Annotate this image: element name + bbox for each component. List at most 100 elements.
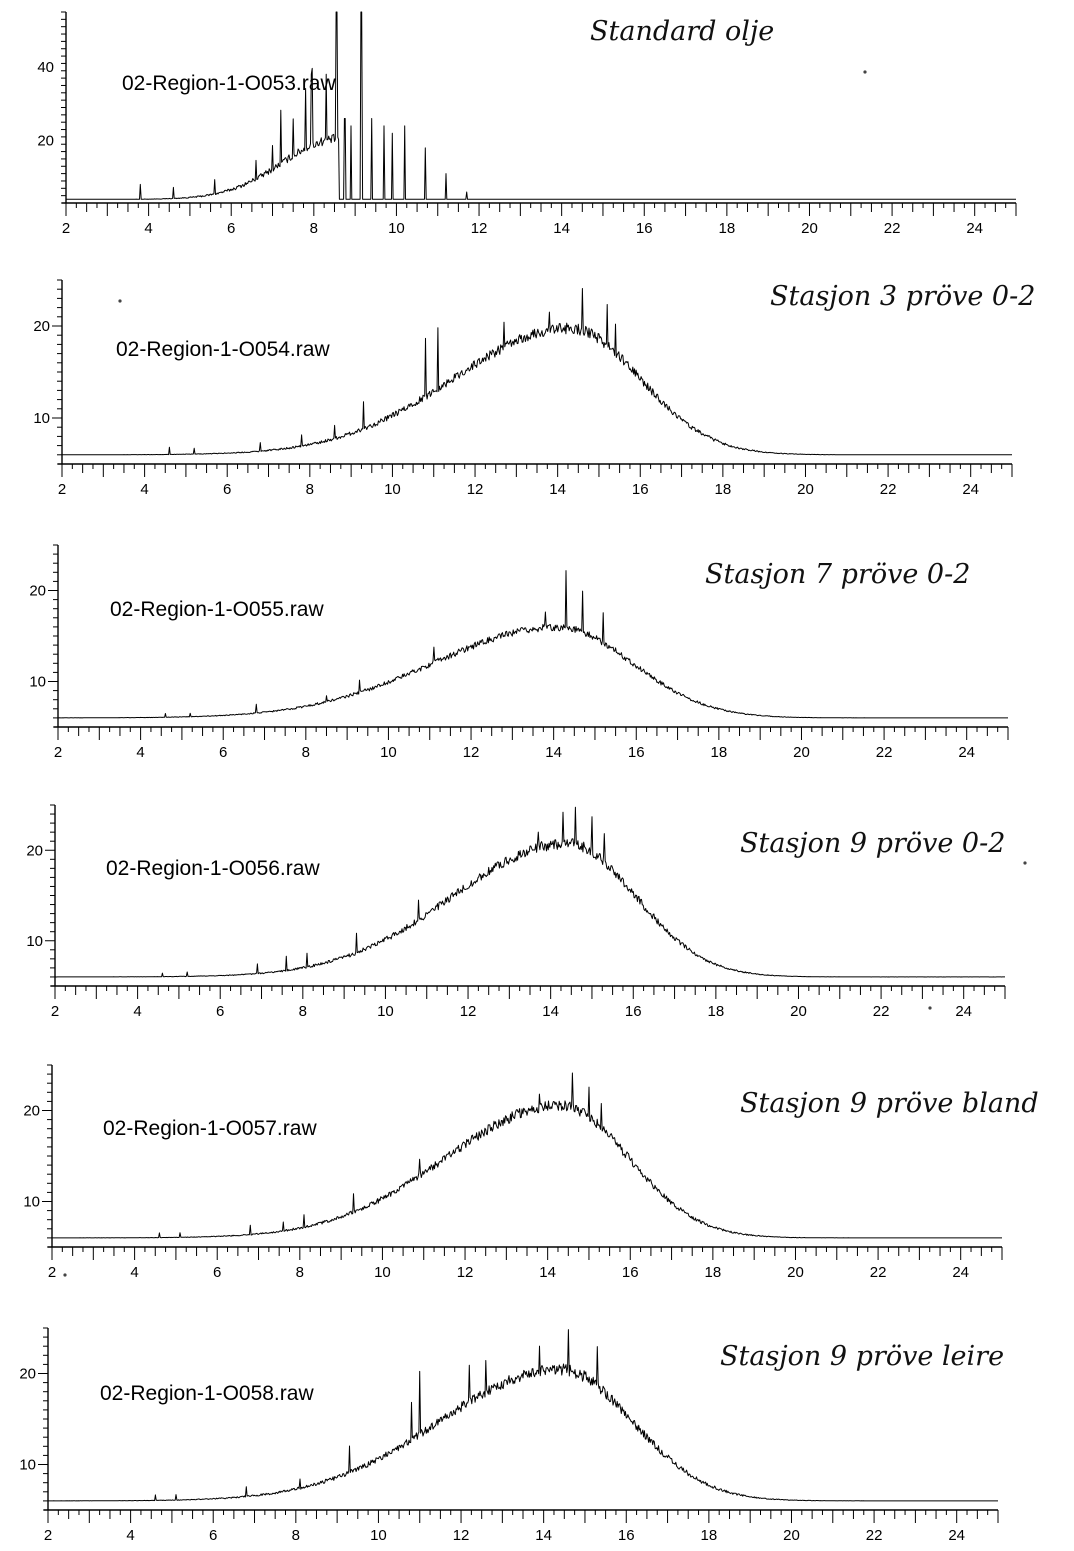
x-tick-label: 20 — [797, 481, 814, 498]
x-tick-label: 4 — [144, 220, 152, 237]
scan-speck — [928, 1006, 932, 1010]
x-tick-label: 18 — [719, 220, 736, 237]
sample-file-label: 02-Region-1-O055.raw — [110, 598, 324, 621]
x-tick-label: 8 — [296, 1264, 304, 1281]
x-tick-label: 16 — [628, 744, 645, 761]
y-tick-label: 20 — [37, 133, 54, 150]
sample-file-label: 02-Region-1-O056.raw — [106, 857, 320, 880]
sample-file-label: 02-Region-1-O054.raw — [116, 338, 330, 361]
x-tick-label: 6 — [223, 481, 231, 498]
x-tick-label: 8 — [310, 220, 318, 237]
x-tick-label: 10 — [370, 1527, 387, 1544]
x-tick-label: 10 — [377, 1003, 394, 1020]
handwritten-note: Stasjon 9 pröve 0-2 — [740, 828, 1005, 859]
x-tick-label: 20 — [790, 1003, 807, 1020]
y-tick-label: 20 — [26, 842, 43, 859]
x-tick-label: 6 — [213, 1264, 221, 1281]
x-tick-label: 22 — [884, 220, 901, 237]
x-tick-label: 22 — [866, 1527, 883, 1544]
handwritten-note: Stasjon 3 pröve 0-2 — [770, 281, 1035, 312]
handwritten-note: Standard olje — [590, 16, 774, 47]
sample-file-label: 02-Region-1-O053.raw — [122, 72, 336, 95]
x-tick-label: 24 — [966, 220, 983, 237]
x-tick-label: 6 — [216, 1003, 224, 1020]
x-tick-label: 8 — [292, 1527, 300, 1544]
y-tick-label: 20 — [19, 1366, 36, 1383]
x-tick-label: 6 — [219, 744, 227, 761]
scan-speck — [118, 299, 122, 303]
x-tick-label: 16 — [632, 481, 649, 498]
sample-file-label: 02-Region-1-O057.raw — [103, 1117, 317, 1140]
x-tick-label: 10 — [380, 744, 397, 761]
x-tick-label: 14 — [553, 220, 570, 237]
x-tick-label: 22 — [873, 1003, 890, 1020]
x-tick-label: 18 — [701, 1527, 718, 1544]
x-tick-label: 20 — [787, 1264, 804, 1281]
chromatogram-trace — [48, 1329, 998, 1502]
chromatogram-trace — [62, 288, 1012, 456]
chromatogram-trace — [66, 11, 1016, 200]
y-tick-label: 10 — [26, 933, 43, 950]
handwritten-note: Stasjon 9 pröve leire — [720, 1341, 1004, 1372]
x-tick-label: 8 — [306, 481, 314, 498]
x-tick-label: 14 — [539, 1264, 556, 1281]
y-tick-label: 10 — [33, 410, 50, 427]
x-tick-label: 24 — [952, 1264, 969, 1281]
y-tick-label: 10 — [19, 1457, 36, 1474]
x-tick-label: 20 — [801, 220, 818, 237]
handwritten-note: Stasjon 7 pröve 0-2 — [705, 559, 970, 590]
y-tick-label: 20 — [33, 318, 50, 335]
x-tick-label: 22 — [876, 744, 893, 761]
x-tick-label: 8 — [299, 1003, 307, 1020]
x-tick-label: 6 — [209, 1527, 217, 1544]
x-tick-label: 4 — [140, 481, 148, 498]
x-tick-label: 2 — [44, 1527, 52, 1544]
x-tick-label: 22 — [870, 1264, 887, 1281]
x-tick-label: 18 — [708, 1003, 725, 1020]
x-tick-label: 12 — [463, 744, 480, 761]
x-tick-label: 18 — [715, 481, 732, 498]
x-tick-label: 22 — [880, 481, 897, 498]
x-tick-label: 18 — [711, 744, 728, 761]
x-tick-label: 4 — [126, 1527, 134, 1544]
x-tick-label: 4 — [133, 1003, 141, 1020]
x-tick-label: 12 — [453, 1527, 470, 1544]
x-tick-label: 14 — [542, 1003, 559, 1020]
x-tick-label: 18 — [705, 1264, 722, 1281]
x-tick-label: 16 — [636, 220, 653, 237]
x-tick-label: 20 — [783, 1527, 800, 1544]
x-tick-label: 2 — [51, 1003, 59, 1020]
x-tick-label: 4 — [136, 744, 144, 761]
x-tick-label: 24 — [955, 1003, 972, 1020]
x-tick-label: 8 — [302, 744, 310, 761]
x-tick-label: 12 — [460, 1003, 477, 1020]
x-tick-label: 14 — [549, 481, 566, 498]
handwritten-note: Stasjon 9 pröve bland — [740, 1088, 1039, 1119]
x-tick-label: 2 — [54, 744, 62, 761]
x-tick-label: 4 — [130, 1264, 138, 1281]
x-tick-label: 16 — [618, 1527, 635, 1544]
x-tick-label: 12 — [457, 1264, 474, 1281]
chromatogram-trace — [54, 806, 1005, 978]
scan-speck — [63, 1273, 67, 1277]
sample-file-label: 02-Region-1-O058.raw — [100, 1382, 314, 1405]
x-tick-label: 20 — [793, 744, 810, 761]
x-tick-label: 12 — [467, 481, 484, 498]
y-tick-label: 20 — [23, 1103, 40, 1120]
x-tick-label: 12 — [471, 220, 488, 237]
y-tick-label: 10 — [23, 1194, 40, 1211]
x-tick-label: 2 — [48, 1264, 56, 1281]
x-tick-label: 24 — [958, 744, 975, 761]
x-tick-label: 10 — [388, 220, 405, 237]
x-tick-label: 2 — [62, 220, 70, 237]
x-tick-label: 6 — [227, 220, 235, 237]
x-tick-label: 14 — [535, 1527, 552, 1544]
y-tick-label: 40 — [37, 59, 54, 76]
x-tick-label: 24 — [948, 1527, 965, 1544]
